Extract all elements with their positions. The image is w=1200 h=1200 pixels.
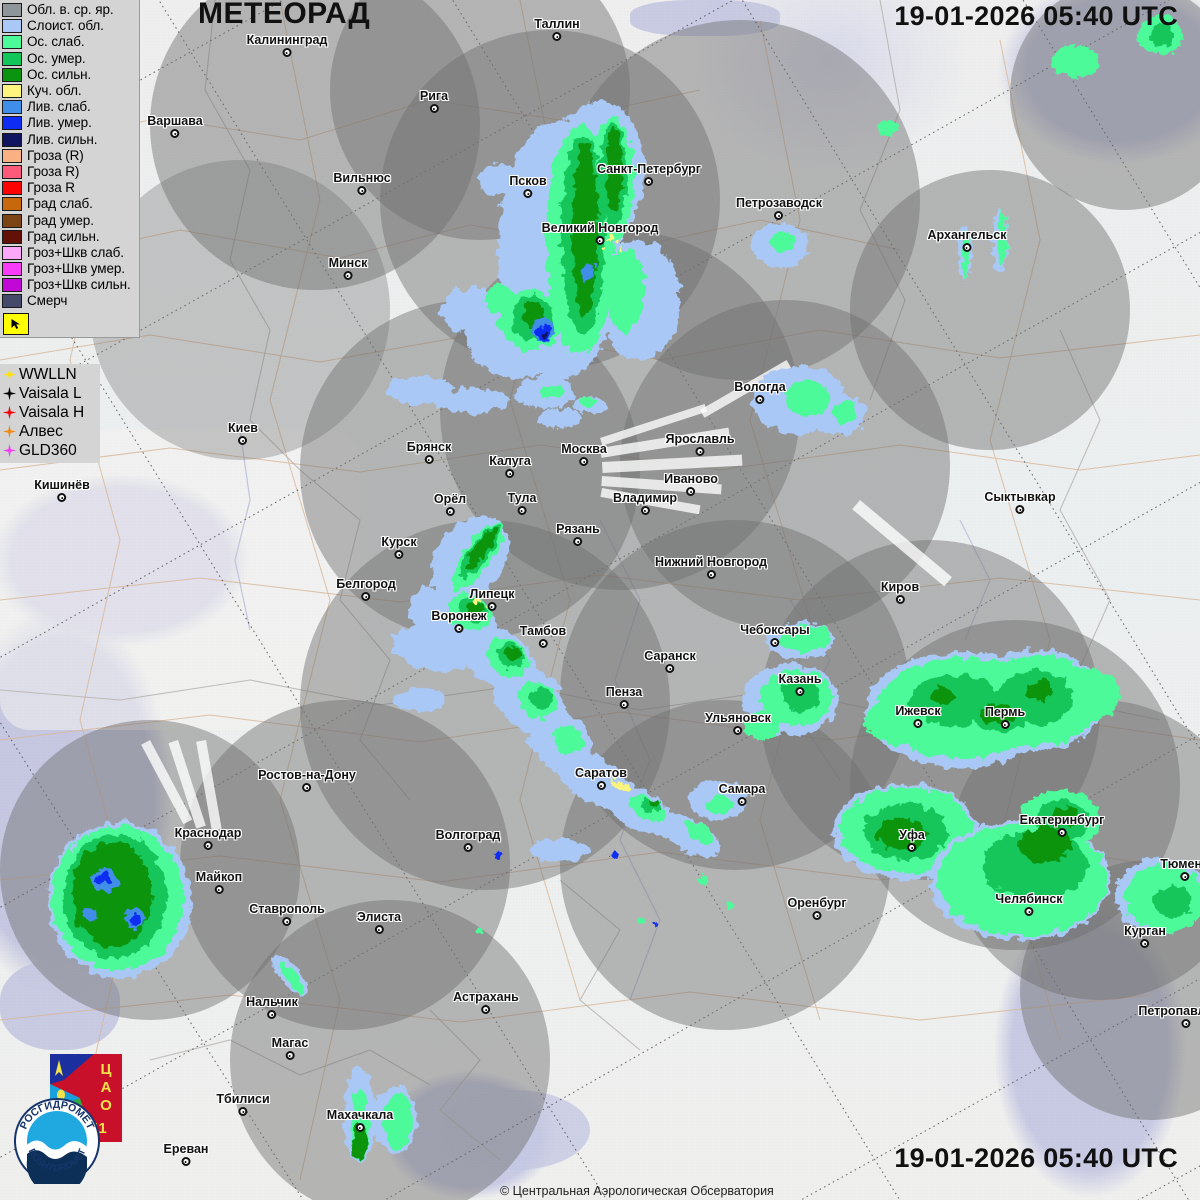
legend-color-swatch xyxy=(2,278,22,293)
legend-item-label: Смерч xyxy=(27,293,68,309)
legend-item-label: Гроза R) xyxy=(27,163,80,179)
radar-coverage-disk xyxy=(150,0,480,290)
water-body xyxy=(630,0,780,36)
lightning-network-label: WWLLN xyxy=(19,366,77,383)
lightning-network-item[interactable]: Vaisala L xyxy=(2,384,96,403)
legend-item[interactable]: Лив. умер. xyxy=(0,115,139,131)
legend-item-label: Ос. умер. xyxy=(27,50,86,66)
legend-item[interactable]: Ос. умер. xyxy=(0,51,139,67)
lightning-network-item[interactable]: Vaisala H xyxy=(2,403,96,422)
legend-color-swatch xyxy=(2,3,22,18)
legend-item[interactable]: Град слаб. xyxy=(0,196,139,212)
legend-item-label: Слоист. обл. xyxy=(27,18,104,34)
legend-item-label: Обл. в. ср. яр. xyxy=(27,2,114,18)
legend-item[interactable]: Смерч xyxy=(0,293,139,309)
lightning-cross-icon xyxy=(2,386,17,401)
legend-item-label: Гроза R xyxy=(27,180,75,196)
legend-item-label: Куч. обл. xyxy=(27,83,82,99)
legend-color-swatch xyxy=(2,197,22,212)
page-title: МЕТЕОРАД xyxy=(198,0,371,30)
lightning-cross-icon xyxy=(2,405,17,420)
legend-item[interactable]: Гроза (R) xyxy=(0,148,139,164)
legend-color-swatch xyxy=(2,100,22,115)
legend-item[interactable]: Гроза R) xyxy=(0,164,139,180)
radar-coverage-disk xyxy=(560,700,890,1030)
legend-color-swatch xyxy=(2,84,22,99)
legend-item[interactable]: Гроз+Шкв слаб. xyxy=(0,245,139,261)
lightning-network-label: Алвес xyxy=(19,423,63,440)
legend-item[interactable]: Гроз+Шкв сильн. xyxy=(0,277,139,293)
svg-text:Ц: Ц xyxy=(101,1061,112,1078)
legend-item[interactable]: Лив. слаб. xyxy=(0,99,139,115)
legend-item-label: Ос. сильн. xyxy=(27,66,92,82)
timestamp-bottom: 19-01-2026 05:40 UTC xyxy=(894,1143,1178,1173)
legend-item[interactable]: Гроза R xyxy=(0,180,139,196)
legend-item[interactable]: Лив. сильн. xyxy=(0,132,139,148)
legend-color-swatch xyxy=(2,262,22,277)
lightning-network-item[interactable]: GLD360 xyxy=(2,441,96,460)
legend-color-swatch xyxy=(2,229,22,244)
radar-coverage-disk xyxy=(90,160,390,460)
legend-item-label: Град слаб. xyxy=(27,196,93,212)
lightning-cross-icon xyxy=(2,443,17,458)
legend-rows: Обл. в. ср. яр. Слоист. обл. Ос. слаб. Ос. … xyxy=(0,2,139,310)
legend-item-label: Гроз+Шкв сильн. xyxy=(27,277,131,293)
legend-item-label: Лив. умер. xyxy=(27,115,92,131)
legend-item-label: Ос. слаб. xyxy=(27,34,85,50)
lightning-cross-icon xyxy=(2,367,17,382)
svg-text:А: А xyxy=(101,1079,112,1096)
legend-item-label: Гроз+Шкв умер. xyxy=(27,261,125,277)
legend-color-swatch xyxy=(2,35,22,50)
radar-coverage-disk xyxy=(180,700,510,1030)
lightning-network-label: Vaisala L xyxy=(19,385,82,402)
radar-coverage-disk xyxy=(850,170,1130,450)
logo-group: Ц А О 1941 РОСГИДРОМЕТ ROSHYDROMET xyxy=(14,1054,134,1186)
legend-color-swatch xyxy=(2,132,22,147)
svg-text:О: О xyxy=(100,1097,112,1114)
legend-item[interactable]: Град сильн. xyxy=(0,229,139,245)
legend-item-label: Град умер. xyxy=(27,212,94,228)
legend-item[interactable]: Ос. слаб. xyxy=(0,34,139,50)
legend-item[interactable]: Ос. сильн. xyxy=(0,67,139,83)
legend-item-label: Гроз+Шкв слаб. xyxy=(27,244,124,260)
lightning-network-label: Vaisala H xyxy=(19,404,85,421)
legend-color-swatch xyxy=(2,51,22,66)
legend-color-swatch xyxy=(2,148,22,163)
legend-item-label: Лив. слаб. xyxy=(27,99,91,115)
legend-color-swatch xyxy=(2,19,22,34)
lightning-network-legend: WWLLN Vaisala L Vaisala H Алвес GLD360 xyxy=(0,364,100,463)
legend-item[interactable]: Слоист. обл. xyxy=(0,18,139,34)
legend-item-label: Град сильн. xyxy=(27,228,100,244)
roshydromet-logo: РОСГИДРОМЕТ ROSHYDROMET xyxy=(14,1098,100,1184)
legend-color-swatch xyxy=(2,116,22,131)
legend-color-swatch xyxy=(2,213,22,228)
legend-item[interactable]: Обл. в. ср. яр. xyxy=(0,2,139,18)
legend-color-swatch xyxy=(2,294,22,309)
lightning-network-item[interactable]: Алвес xyxy=(2,422,96,441)
legend-item[interactable]: Куч. обл. xyxy=(0,83,139,99)
legend-color-swatch xyxy=(2,67,22,82)
lightning-cross-icon xyxy=(2,424,17,439)
cursor-arrow-icon[interactable] xyxy=(3,312,29,335)
lightning-network-label: GLD360 xyxy=(19,442,77,459)
legend-item[interactable]: Град умер. xyxy=(0,212,139,228)
water-body xyxy=(440,1090,590,1170)
copyright-credit: © Центральная Аэрологическая Обсерватори… xyxy=(500,1184,774,1198)
legend-item-label: Лив. сильн. xyxy=(27,131,98,147)
lightning-network-item[interactable]: WWLLN xyxy=(2,365,96,384)
legend-item[interactable]: Гроз+Шкв умер. xyxy=(0,261,139,277)
legend-item-label: Гроза (R) xyxy=(27,147,84,163)
legend-color-swatch xyxy=(2,245,22,260)
precipitation-legend: Обл. в. ср. яр. Слоист. обл. Ос. слаб. Ос. … xyxy=(0,0,140,338)
legend-color-swatch xyxy=(2,181,22,196)
timestamp-top: 19-01-2026 05:40 UTC xyxy=(894,1,1178,31)
legend-color-swatch xyxy=(2,164,22,179)
